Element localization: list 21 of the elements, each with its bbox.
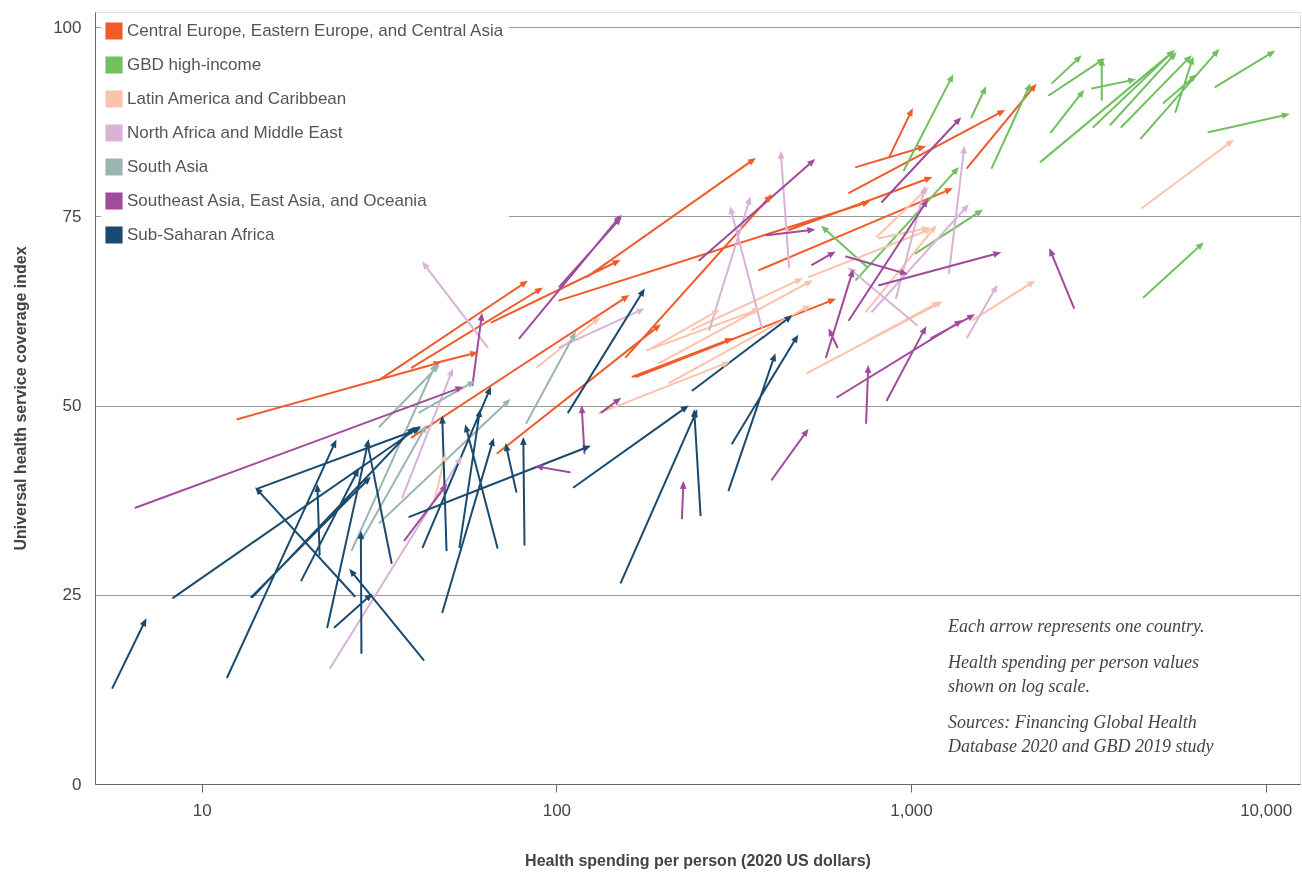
legend-label: North Africa and Middle East bbox=[127, 123, 343, 142]
y-axis-title: Universal health service coverage index bbox=[12, 246, 30, 551]
legend-label: Sub-Saharan Africa bbox=[127, 225, 275, 244]
y-tick-label: 75 bbox=[62, 206, 82, 226]
annotation: Each arrow represents one country. bbox=[947, 616, 1205, 636]
legend-label: GBD high-income bbox=[127, 55, 262, 74]
legend-label: Southeast Asia, East Asia, and Oceania bbox=[127, 191, 428, 210]
y-tick-label: 25 bbox=[62, 585, 82, 605]
y-tick-label: 100 bbox=[53, 17, 82, 37]
y-tick-label: 0 bbox=[72, 774, 82, 794]
annotation: Sources: Financing Global Health Database 2020 and GBD 2019 study bbox=[947, 712, 1214, 756]
x-tick-label: 1,000 bbox=[890, 800, 933, 820]
legend-label: Latin America and Caribbean bbox=[127, 89, 347, 108]
x-tick-label: 10,000 bbox=[1240, 800, 1293, 820]
legend-label: Central Europe, Eastern Europe, and Central Asia bbox=[127, 21, 504, 40]
x-tick-label: 10 bbox=[192, 800, 212, 820]
x-tick-label: 100 bbox=[542, 800, 572, 820]
x-axis-title: Health spending per person (2020 US dollars) bbox=[525, 851, 871, 869]
annotation: Health spending per person values shown on log scale. bbox=[947, 652, 1199, 696]
legend-label: South Asia bbox=[127, 157, 209, 176]
y-tick-label: 50 bbox=[62, 396, 82, 416]
